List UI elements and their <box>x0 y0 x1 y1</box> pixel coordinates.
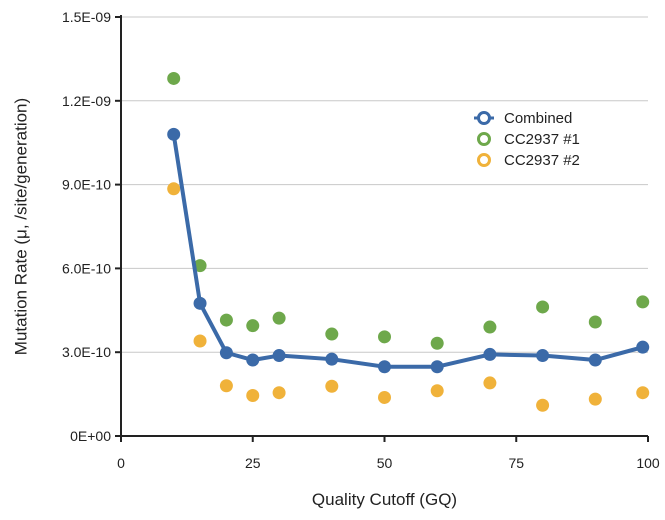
data-point <box>636 386 650 400</box>
data-point <box>430 384 444 398</box>
data-point <box>588 392 602 406</box>
x-tick-label: 50 <box>377 455 393 471</box>
data-point <box>325 352 339 366</box>
data-point <box>536 300 550 314</box>
y-tick-label: 6.0E-10 <box>62 260 111 276</box>
data-point <box>636 340 650 354</box>
data-point <box>167 71 181 85</box>
series-1 <box>167 71 650 350</box>
data-point <box>246 319 260 333</box>
legend: Combined CC2937 #1 CC2937 #2 <box>474 110 580 169</box>
data-point <box>325 379 339 393</box>
data-point <box>246 353 260 367</box>
series-2 <box>167 182 650 412</box>
y-tick-label: 9.0E-10 <box>62 177 111 193</box>
y-tick-label: 3.0E-10 <box>62 344 111 360</box>
gridlines <box>121 16 648 353</box>
legend-marker <box>477 111 491 125</box>
x-tick-label: 100 <box>636 455 660 471</box>
data-point <box>483 320 497 334</box>
series <box>167 71 650 412</box>
axes: 0E+00 3.0E-10 6.0E-10 9.0E-10 1.2E-09 1.5E-09… <box>62 9 660 471</box>
data-point <box>430 360 444 374</box>
data-point <box>193 259 207 273</box>
data-point <box>378 330 391 344</box>
data-point <box>536 349 550 363</box>
data-point <box>536 398 550 412</box>
x-tick-label: 75 <box>508 455 524 471</box>
data-point <box>430 336 444 350</box>
legend-label: CC2937 #1 <box>504 131 580 148</box>
data-point <box>483 376 497 390</box>
x-tick-label: 0 <box>117 455 125 471</box>
y-tick-label: 1.5E-09 <box>62 9 111 25</box>
y-tick-label: 1.2E-09 <box>62 93 111 109</box>
series-0 <box>167 127 650 374</box>
legend-item: CC2937 #1 <box>477 131 580 148</box>
data-point <box>636 295 650 309</box>
x-tick-label: 25 <box>245 455 261 471</box>
legend-label: CC2937 #2 <box>504 152 580 169</box>
data-point <box>246 388 260 402</box>
data-point <box>167 127 181 141</box>
data-point <box>483 347 497 361</box>
data-point <box>272 386 286 400</box>
data-point <box>272 349 286 363</box>
data-point <box>193 334 207 348</box>
x-axis-label: Quality Cutoff (GQ) <box>312 490 457 509</box>
legend-marker <box>477 153 491 167</box>
data-point <box>193 296 207 310</box>
data-point <box>167 182 181 196</box>
legend-item: CC2937 #2 <box>477 152 580 169</box>
y-axis-label: Mutation Rate (μ, /site/generation) <box>11 98 30 355</box>
data-point <box>378 360 391 374</box>
legend-item: Combined <box>474 110 572 127</box>
series-line <box>171 132 645 369</box>
data-point <box>588 353 602 367</box>
data-point <box>219 379 233 393</box>
data-point <box>219 313 233 327</box>
data-point <box>378 390 391 404</box>
data-point <box>272 311 286 325</box>
legend-marker <box>477 132 491 146</box>
y-tick-label: 0E+00 <box>70 428 111 444</box>
data-point <box>325 327 339 341</box>
data-point <box>219 346 233 360</box>
legend-label: Combined <box>504 110 572 127</box>
data-point <box>588 315 602 329</box>
